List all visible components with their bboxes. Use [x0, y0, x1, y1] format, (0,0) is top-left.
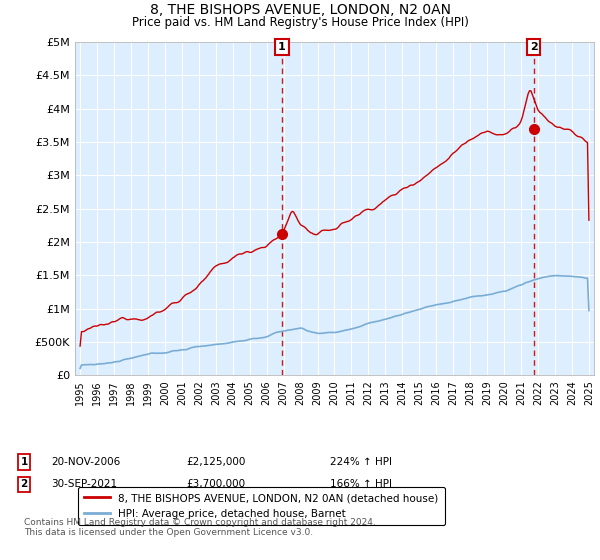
Text: £3,700,000: £3,700,000	[186, 479, 245, 489]
Text: Contains HM Land Registry data © Crown copyright and database right 2024.
This d: Contains HM Land Registry data © Crown c…	[24, 518, 376, 538]
Text: 8, THE BISHOPS AVENUE, LONDON, N2 0AN: 8, THE BISHOPS AVENUE, LONDON, N2 0AN	[149, 3, 451, 17]
Text: 2: 2	[530, 42, 538, 52]
Text: 2: 2	[20, 479, 28, 489]
Text: 20-NOV-2006: 20-NOV-2006	[51, 457, 120, 467]
Text: £2,125,000: £2,125,000	[186, 457, 245, 467]
Text: Price paid vs. HM Land Registry's House Price Index (HPI): Price paid vs. HM Land Registry's House …	[131, 16, 469, 29]
Text: 1: 1	[278, 42, 286, 52]
Text: 1: 1	[20, 457, 28, 467]
Text: 166% ↑ HPI: 166% ↑ HPI	[330, 479, 392, 489]
Text: 30-SEP-2021: 30-SEP-2021	[51, 479, 117, 489]
Text: 224% ↑ HPI: 224% ↑ HPI	[330, 457, 392, 467]
Legend: 8, THE BISHOPS AVENUE, LONDON, N2 0AN (detached house), HPI: Average price, deta: 8, THE BISHOPS AVENUE, LONDON, N2 0AN (d…	[77, 487, 445, 525]
